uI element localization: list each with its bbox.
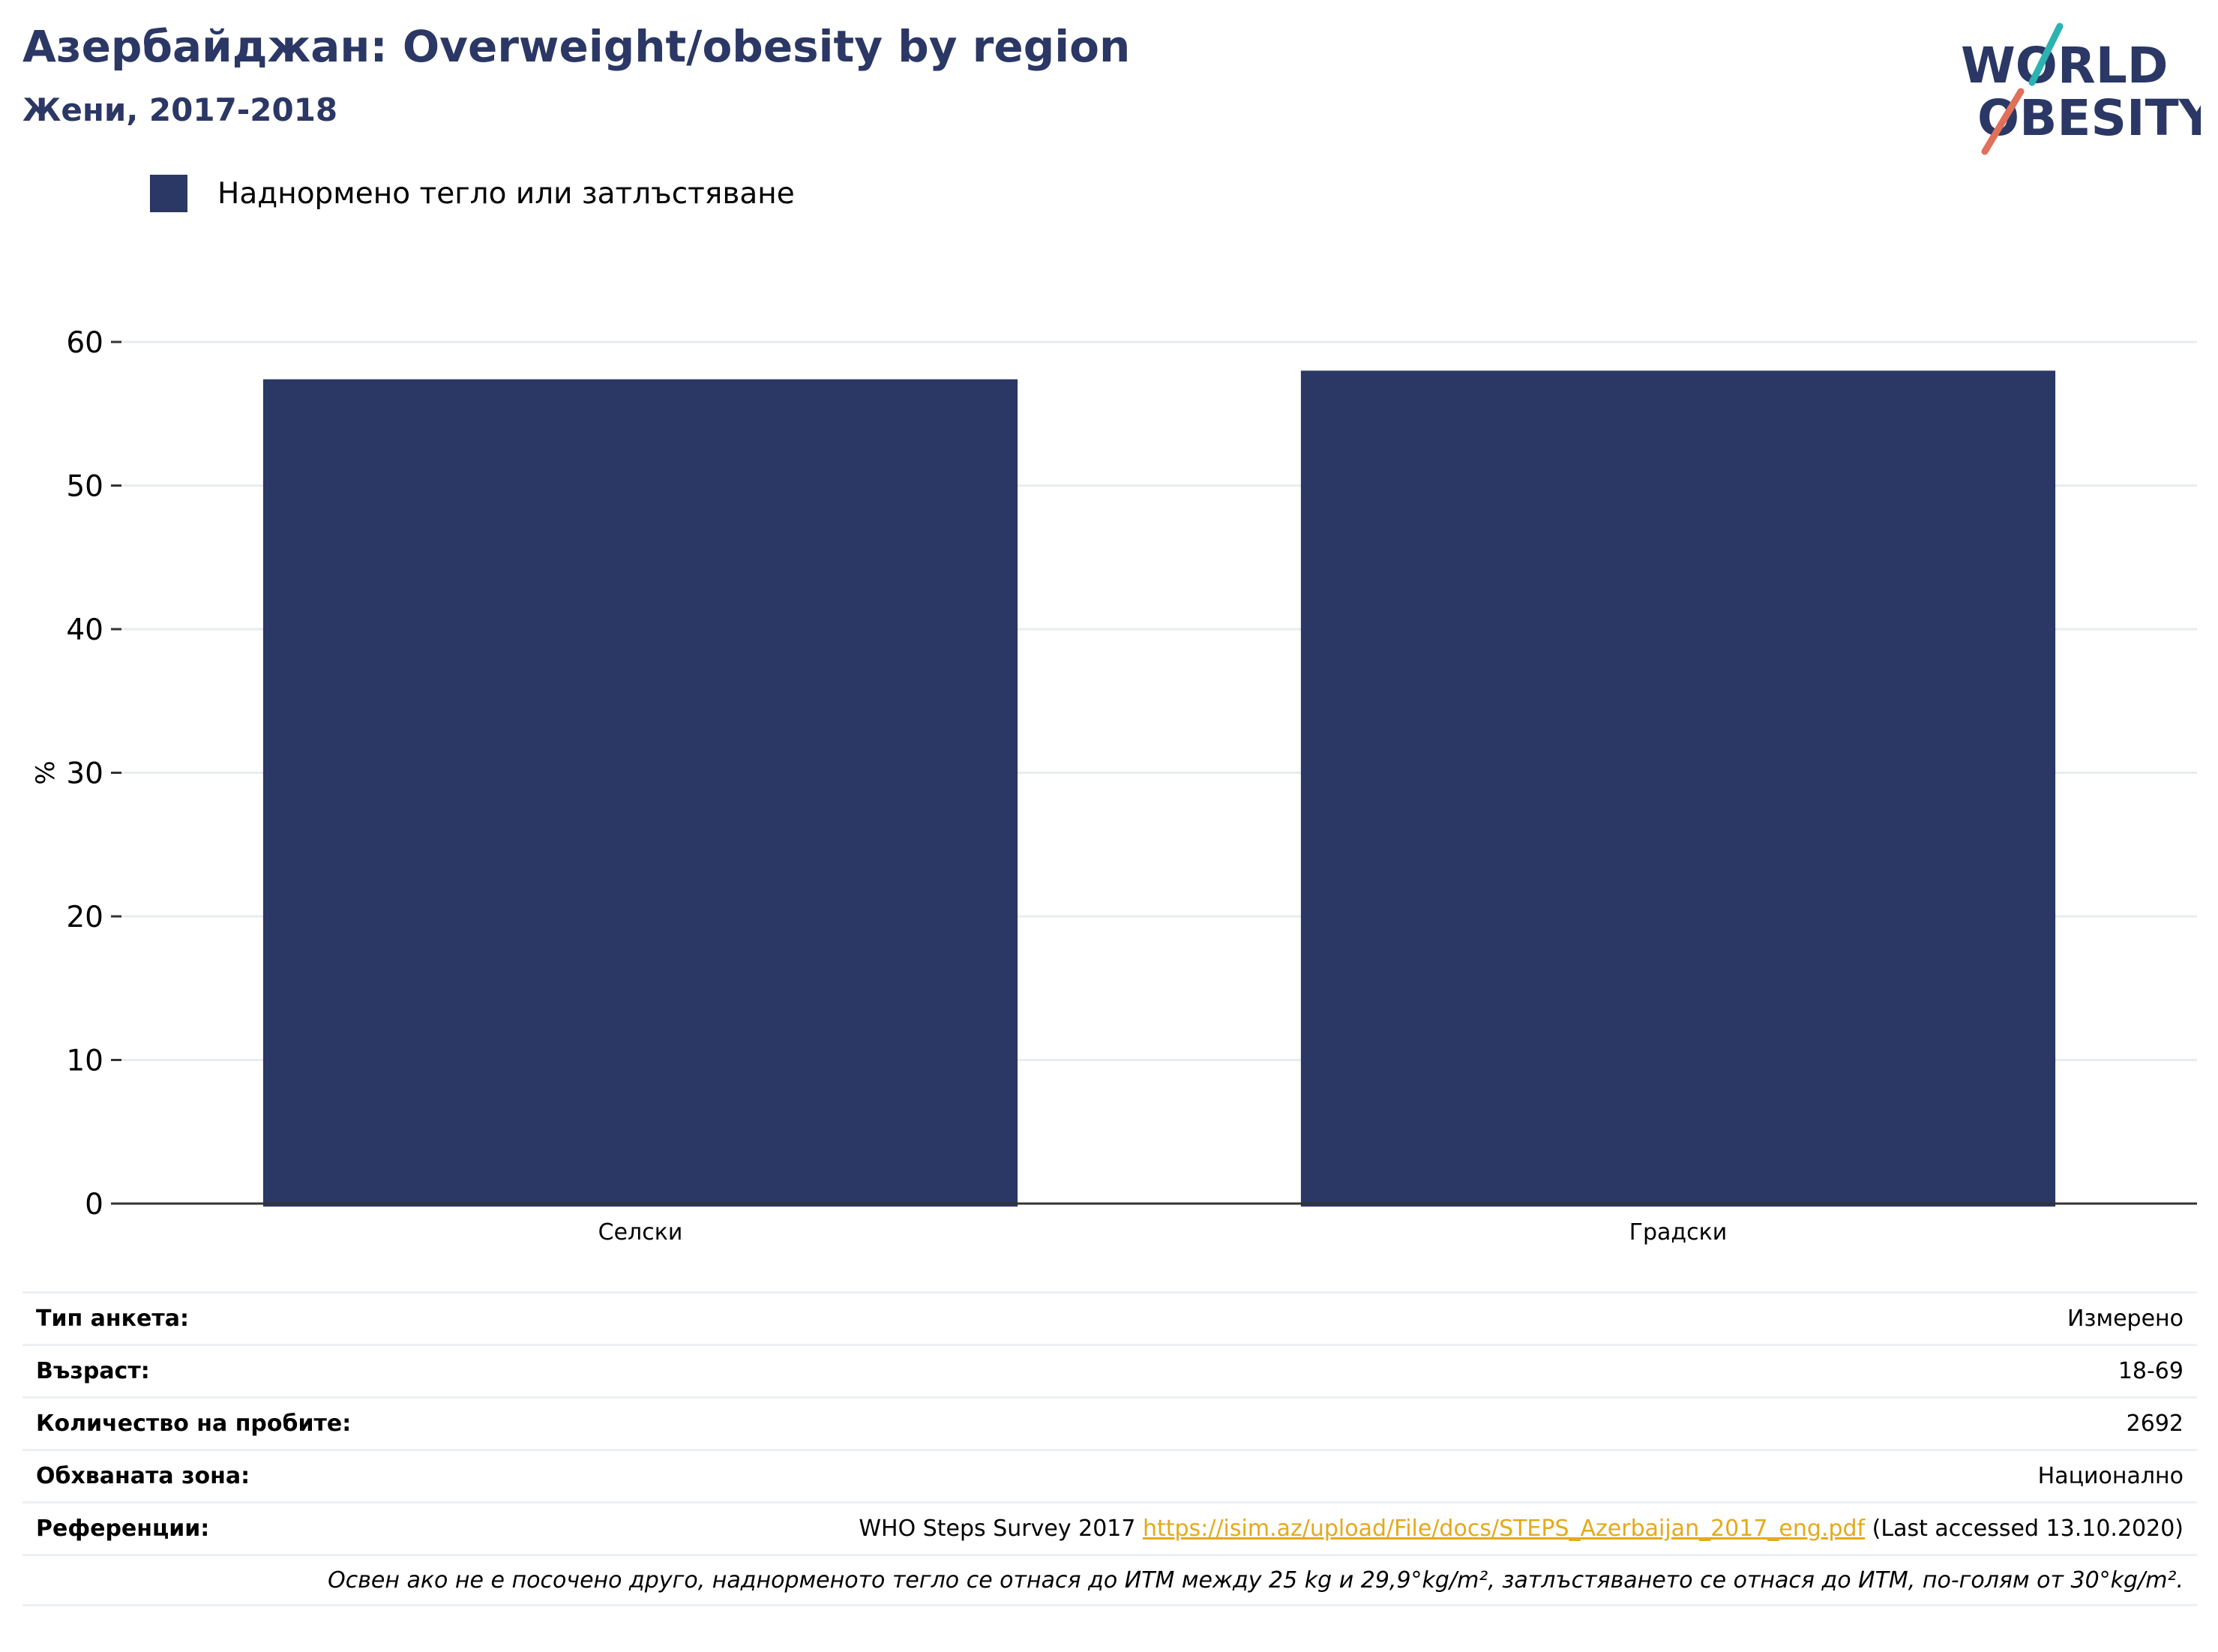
reference-prefix: WHO Steps Survey 2017	[859, 1516, 1136, 1542]
logo-teal-stroke	[2028, 22, 2064, 86]
y-tick-label: 50	[66, 470, 103, 504]
bar	[1300, 370, 2056, 1207]
info-value: 2692	[2126, 1411, 2184, 1437]
info-value: Измерено	[2067, 1306, 2184, 1332]
x-tick-label: Селски	[598, 1219, 683, 1246]
y-tick-label: 10	[66, 1045, 103, 1078]
info-label: Възраст:	[36, 1358, 150, 1384]
world-obesity-logo: WORLD OBESITY	[1961, 22, 2201, 155]
info-row-references: Референции: WHO Steps Survey 2017 https:…	[22, 1501, 2197, 1554]
y-tick-label: 0	[85, 1188, 103, 1222]
legend-label: Наднормено тегло или затлъстяване	[217, 176, 795, 211]
bar	[262, 379, 1018, 1207]
x-tick-label: Градски	[1629, 1219, 1728, 1246]
y-tick-label: 20	[66, 901, 103, 934]
info-label: Обхваната зона:	[36, 1463, 250, 1489]
chart-title: Азербайджан: Overweight/obesity by regio…	[22, 21, 1131, 72]
info-row-note: Освен ако не е посочено друго, наднормен…	[22, 1554, 2197, 1606]
info-label: Тип анкета:	[36, 1306, 189, 1332]
legend-swatch	[150, 175, 187, 212]
info-value: 18-69	[2118, 1358, 2184, 1384]
y-tick-label: 40	[66, 613, 103, 647]
bar-chart: 0 10 20 30 40 50 60% Селски Градски	[31, 326, 2197, 1246]
definition-note: Освен ако не е посочено друго, наднормен…	[328, 1567, 2184, 1594]
info-row-survey-type: Тип анкета: Измерено	[22, 1291, 2197, 1344]
reference-link[interactable]: https://isim.az/upload/File/docs/STEPS_A…	[1143, 1516, 1866, 1542]
reference-value: WHO Steps Survey 2017 https://isim.az/up…	[859, 1516, 2184, 1542]
chart-subtitle: Жени, 2017-2018	[22, 91, 338, 128]
logo-line-2: OBESITY	[1977, 89, 2201, 147]
y-tick-label: 60	[66, 326, 103, 360]
info-row-age: Възраст: 18-69	[22, 1344, 2197, 1396]
info-row-area: Обхваната зона: Национално	[22, 1449, 2197, 1501]
info-value: Национално	[2037, 1463, 2184, 1489]
info-label: Количество на пробите:	[36, 1411, 352, 1437]
y-tick-label: 30	[66, 757, 103, 791]
logo-line-1: WORLD	[1961, 37, 2169, 94]
reference-suffix: (Last accessed 13.10.2020)	[1872, 1516, 2184, 1542]
y-axis-label: %	[31, 760, 61, 784]
info-label: Референции:	[36, 1516, 210, 1542]
logo-coral-stroke	[1981, 88, 2025, 155]
chart-legend[interactable]: Наднормено тегло или затлъстяване	[150, 174, 795, 213]
survey-info-table: Тип анкета: Измерено Възраст: 18-69 Коли…	[22, 1291, 2197, 1606]
info-row-sample-size: Количество на пробите: 2692	[22, 1396, 2197, 1449]
